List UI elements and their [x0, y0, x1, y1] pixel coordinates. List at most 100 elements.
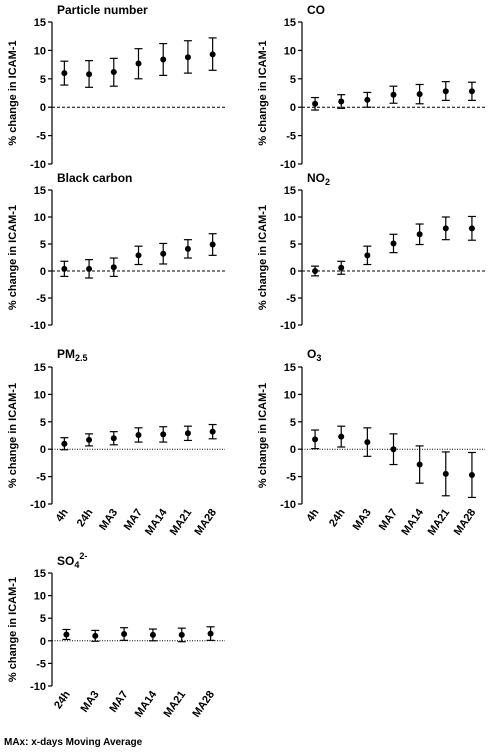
y-tick-label: 5	[290, 239, 296, 251]
x-tick-label: MA7	[107, 689, 130, 715]
y-tick-label: -5	[36, 658, 46, 670]
y-tick-label: -5	[36, 131, 46, 143]
y-tick-label: 15	[284, 17, 296, 29]
data-point	[312, 436, 319, 443]
chart-title: PM2.5	[57, 347, 88, 363]
chart-title-text: Black carbon	[57, 171, 132, 185]
x-tick-label: MA14	[399, 506, 426, 538]
x-tick-label: MA3	[97, 507, 120, 533]
y-tick-label: -10	[280, 159, 296, 171]
chart-title-text: CO	[307, 3, 325, 17]
data-point	[135, 252, 142, 259]
chart-title-text: O	[307, 347, 316, 361]
data-point	[92, 632, 99, 639]
x-tick-label: MA28	[190, 689, 217, 720]
chart-title: CO	[307, 3, 325, 17]
data-point	[364, 252, 371, 259]
y-axis-label: % change in ICAM-1	[257, 205, 269, 310]
y-axis-label: % change in ICAM-1	[7, 40, 19, 145]
x-tick-label: MA28	[452, 507, 479, 538]
data-point	[121, 631, 128, 638]
data-point	[61, 265, 68, 272]
data-point	[468, 225, 475, 232]
y-tick-label: 5	[40, 613, 46, 625]
data-point	[442, 470, 449, 477]
x-tick-label: MA3	[79, 689, 102, 715]
y-axis-label: % change in ICAM-1	[7, 383, 19, 488]
y-tick-label: 15	[284, 185, 296, 197]
y-tick-label: 10	[34, 389, 46, 401]
data-point	[160, 250, 167, 257]
y-tick-label: 0	[40, 102, 46, 114]
y-tick-label: -5	[36, 293, 46, 305]
x-tick-label: MA14	[143, 506, 170, 538]
data-point	[160, 431, 167, 438]
y-tick-label: -10	[280, 320, 296, 332]
x-tick-label: MA3	[351, 507, 374, 533]
data-point	[135, 431, 142, 438]
y-tick-label: 15	[284, 362, 296, 374]
y-tick-label: 15	[34, 185, 46, 197]
data-point	[61, 70, 68, 77]
y-tick-label: 15	[34, 568, 46, 580]
data-point	[468, 88, 475, 95]
y-tick-label: 0	[40, 636, 46, 648]
chart-panel-4: NO2 -10 -5 0 5 10 15 % change in ICAM-1	[257, 171, 485, 332]
data-point	[86, 436, 93, 443]
y-tick-label: 10	[34, 591, 46, 603]
data-point	[390, 446, 397, 453]
y-tick-label: -10	[30, 681, 46, 693]
data-point	[63, 631, 70, 638]
y-tick-label: 0	[290, 266, 296, 278]
data-point	[364, 439, 371, 446]
chart-panel-3: Black carbon -10 -5 0 5 10 15 % change in ICAM-…	[7, 171, 225, 332]
y-tick-label: 0	[40, 444, 46, 456]
x-tick-label: MA21	[426, 507, 453, 538]
y-tick-label: 0	[290, 444, 296, 456]
data-point	[312, 100, 319, 107]
chart-title: NO2	[307, 171, 330, 187]
chart-title-subscript: 4	[74, 560, 79, 570]
chart-title-subscript: 3	[316, 353, 321, 363]
data-point	[110, 264, 117, 271]
data-point	[110, 435, 117, 442]
y-tick-label: 10	[284, 212, 296, 224]
y-tick-label: -5	[36, 472, 46, 484]
data-point	[86, 71, 93, 78]
data-point	[61, 440, 68, 447]
y-tick-label: 5	[40, 74, 46, 86]
chart-panel-7: SO42- -10 -5 0 5 10 15 % change in ICAM-1 24h MA3…	[7, 551, 225, 720]
y-axis-label: % change in ICAM-1	[7, 205, 19, 310]
data-point	[178, 631, 185, 638]
chart-title: SO42-	[57, 551, 87, 570]
x-tick-label: MA21	[162, 689, 189, 720]
y-tick-label: 15	[34, 362, 46, 374]
data-point	[364, 96, 371, 103]
x-tick-label: 4h	[304, 507, 321, 525]
data-point	[416, 461, 423, 468]
x-tick-label: 24h	[327, 507, 348, 530]
chart-title-superscript: 2-	[79, 551, 87, 561]
y-tick-label: -10	[30, 499, 46, 511]
chart-title-text: PM	[57, 347, 75, 361]
data-point	[468, 471, 475, 478]
x-tick-label: MA7	[122, 507, 145, 533]
y-tick-label: 5	[40, 239, 46, 251]
data-point	[442, 88, 449, 95]
chart-title-subscript: 2	[325, 177, 330, 187]
y-axis-label: % change in ICAM-1	[257, 383, 269, 488]
y-tick-label: -5	[286, 293, 296, 305]
y-tick-label: -10	[30, 159, 46, 171]
chart-title: Black carbon	[57, 171, 132, 185]
y-tick-label: 10	[34, 212, 46, 224]
y-axis-label: % change in ICAM-1	[257, 40, 269, 145]
data-point	[338, 264, 345, 271]
data-point	[184, 245, 191, 252]
chart-title-text: SO	[57, 554, 74, 568]
data-point	[184, 54, 191, 61]
y-tick-label: 0	[40, 266, 46, 278]
data-point	[160, 56, 167, 63]
y-axis-label: % change in ICAM-1	[7, 577, 19, 682]
